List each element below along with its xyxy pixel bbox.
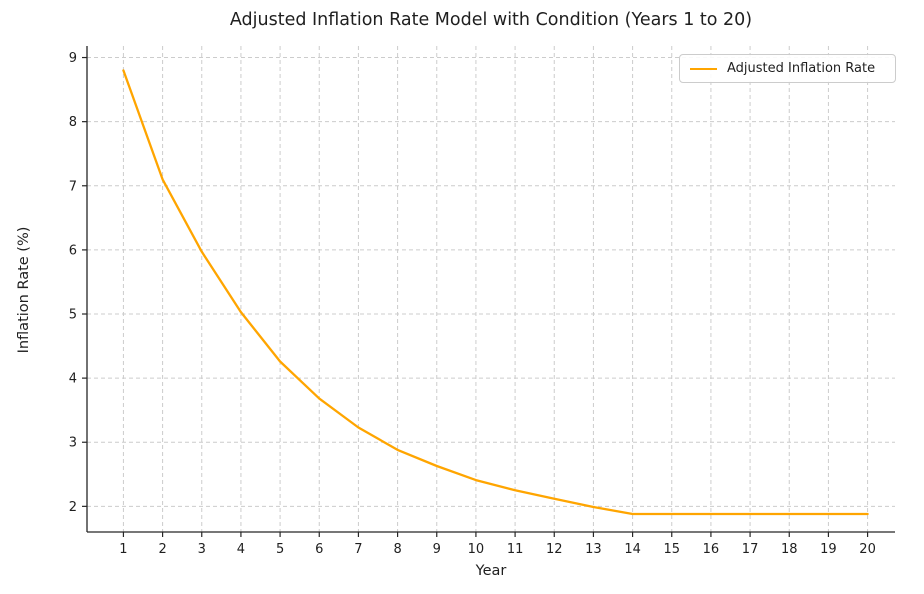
- series-line: [122, 69, 869, 516]
- x-tick-label: 4: [237, 542, 245, 557]
- x-tick-label: 1: [119, 542, 127, 557]
- x-tick-label: 10: [468, 542, 485, 557]
- x-tick-label: 20: [859, 542, 876, 557]
- x-tick-label: 8: [393, 542, 401, 557]
- y-tick-label: 3: [69, 436, 77, 451]
- chart-title: Adjusted Inflation Rate Model with Condi…: [229, 10, 753, 30]
- x-tick-label: 6: [315, 542, 323, 557]
- y-tick-label: 2: [69, 500, 77, 515]
- x-tick-label: 3: [198, 542, 206, 557]
- y-tick-label: 6: [69, 243, 77, 258]
- x-tick-label: 14: [624, 542, 641, 557]
- x-tick-label: 2: [158, 542, 166, 557]
- x-tick-label: 7: [354, 542, 362, 557]
- x-tick-label: 13: [585, 542, 602, 557]
- x-tick-label: 12: [546, 542, 563, 557]
- legend: Adjusted Inflation Rate: [679, 54, 896, 83]
- x-tick-label: 17: [742, 542, 759, 557]
- x-tick-label: 18: [781, 542, 798, 557]
- x-tick-label: 19: [820, 542, 837, 557]
- y-axis-label: Inflation Rate (%): [16, 226, 32, 354]
- legend-line-swatch: [690, 67, 717, 70]
- legend-label: Adjusted Inflation Rate: [727, 61, 876, 76]
- x-axis-label: Year: [475, 563, 507, 579]
- x-tick-label: 5: [276, 542, 284, 557]
- y-tick-label: 4: [69, 372, 77, 387]
- x-tick-label: 11: [507, 542, 524, 557]
- x-tick-label: 9: [433, 542, 441, 557]
- x-tick-label: 15: [663, 542, 680, 557]
- y-tick-label: 5: [69, 308, 77, 323]
- y-tick-label: 7: [69, 179, 77, 194]
- y-tick-label: 8: [69, 115, 77, 130]
- x-tick-label: 16: [703, 542, 720, 557]
- y-tick-label: 9: [69, 51, 77, 66]
